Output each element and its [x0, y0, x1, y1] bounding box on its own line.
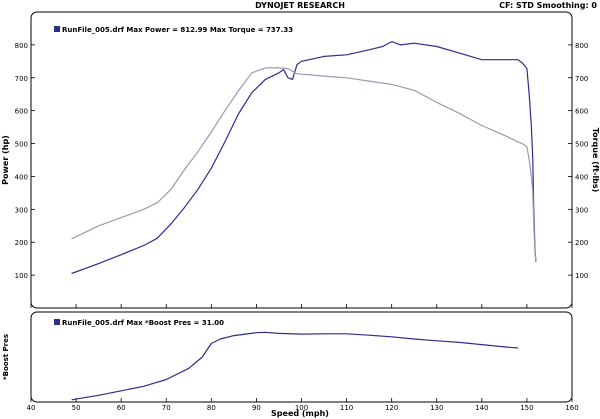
boost-y-label: *Boost Pres [2, 334, 10, 380]
y-axis-label-left: Power (hp) [1, 135, 10, 185]
x-tick-label: 70 [162, 404, 171, 412]
x-tick-label: 40 [27, 404, 36, 412]
header-right: CF: STD Smoothing: 0 [499, 1, 597, 10]
y-tick-label-right: 300 [575, 206, 588, 214]
boost-axes: 40 50 60 70 80 90 100 110 120 130 140 150 160 [27, 398, 579, 412]
power-series [71, 40, 537, 275]
x-tick-label: 160 [565, 404, 578, 412]
power-plot-frame [30, 11, 573, 309]
chart-title: DYNOJET RESEARCH [255, 1, 345, 10]
power-legend: RunFile_005.drf Max Power = 812.99 Max T… [54, 26, 293, 34]
y-tick-label-right: 200 [575, 239, 588, 247]
y-tick-label-right: 600 [575, 108, 588, 116]
legend-swatch [54, 26, 60, 32]
x-tick-label: 80 [207, 404, 216, 412]
y-tick-label-right: 800 [575, 42, 588, 50]
y-tick-label-left: 100 [15, 272, 28, 280]
x-tick-label: 130 [430, 404, 443, 412]
boost-pres-line [71, 331, 518, 401]
y-tick-label-right: 700 [575, 75, 588, 83]
x-axis-label: Speed (mph) [271, 409, 329, 418]
x-tick-label: 150 [520, 404, 533, 412]
power-line [71, 40, 537, 275]
y-tick-label-left: 300 [15, 206, 28, 214]
power-axes: 100 100 200 200 300 300 400 400 500 500 600 600 700 7… [15, 42, 588, 308]
power-legend-text: RunFile_005.drf Max Power = 812.99 Max T… [62, 26, 293, 34]
y-axis-label-right: Torque (ft-lbs) [591, 128, 600, 193]
x-tick-label: 120 [385, 404, 398, 412]
y-tick-label-right: 500 [575, 141, 588, 149]
y-tick-label-left: 600 [15, 108, 28, 116]
y-tick-label-right: 100 [575, 272, 588, 280]
x-tick-label: 90 [252, 404, 261, 412]
x-tick-label: 140 [475, 404, 488, 412]
x-tick-label: 100 [295, 404, 308, 412]
y-tick-label-left: 400 [15, 173, 28, 181]
x-tick-label: 110 [340, 404, 353, 412]
legend-swatch [54, 319, 60, 325]
boost-series [71, 331, 518, 401]
x-tick-label: 50 [72, 404, 81, 412]
y-tick-label-left: 700 [15, 75, 28, 83]
y-tick-label-left: 800 [15, 42, 28, 50]
boost-legend-text: RunFile_005.drf Max *Boost Pres = 31.00 [62, 319, 224, 327]
boost-legend: RunFile_005.drf Max *Boost Pres = 31.00 [54, 319, 224, 327]
y-tick-label-left: 200 [15, 239, 28, 247]
y-tick-label-right: 400 [575, 173, 588, 181]
torque-line [71, 67, 537, 263]
x-tick-label: 60 [117, 404, 126, 412]
y-tick-label-left: 500 [15, 141, 28, 149]
